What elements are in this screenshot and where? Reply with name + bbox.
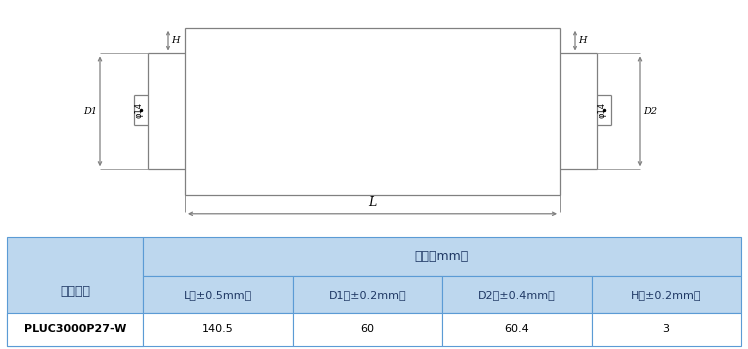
Bar [143, 313, 292, 346]
Bar [292, 276, 442, 313]
Text: PLUC3000P27-W: PLUC3000P27-W [24, 324, 126, 334]
Text: H（±0.2mm）: H（±0.2mm） [631, 290, 702, 300]
Bar [592, 276, 741, 313]
Bar [7, 237, 143, 346]
Bar [442, 276, 592, 313]
Text: 60.4: 60.4 [505, 324, 530, 334]
Bar [7, 313, 143, 346]
Text: φ14: φ14 [135, 102, 144, 118]
Text: 60: 60 [361, 324, 375, 334]
Text: 140.5: 140.5 [202, 324, 233, 334]
Text: D1: D1 [83, 107, 97, 116]
Text: H: H [578, 36, 586, 45]
Text: φ14: φ14 [598, 102, 607, 118]
Bar [143, 237, 741, 276]
Bar [442, 313, 592, 346]
Text: 产品描述: 产品描述 [61, 285, 91, 298]
Bar [292, 313, 442, 346]
Text: D1（±0.2mm）: D1（±0.2mm） [328, 290, 406, 300]
Text: 尺寸（mm）: 尺寸（mm） [414, 250, 469, 263]
Text: D2: D2 [643, 107, 657, 116]
Text: D2（±0.4mm）: D2（±0.4mm） [478, 290, 556, 300]
Bar [143, 276, 292, 313]
Text: 3: 3 [663, 324, 669, 334]
Text: L（±0.5mm）: L（±0.5mm） [184, 290, 252, 300]
Text: H: H [171, 36, 180, 45]
Bar [592, 313, 741, 346]
Text: L: L [368, 196, 377, 209]
